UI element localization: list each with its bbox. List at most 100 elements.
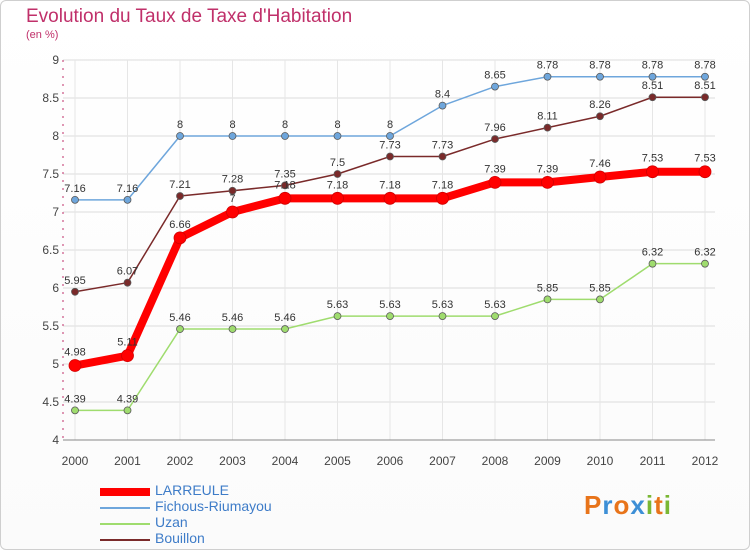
data-point-bouillon <box>543 123 552 132</box>
data-point-larreule <box>278 191 292 205</box>
data-point-bouillon <box>491 135 499 143</box>
data-point-bouillon <box>648 93 657 102</box>
chart-unit: (en %) <box>26 29 59 41</box>
y-tick-label: 6.5 <box>42 243 59 257</box>
x-tick-label: 2010 <box>587 454 614 468</box>
data-point-fichous-riumayou <box>386 132 394 140</box>
y-tick-label: 5 <box>52 357 59 371</box>
data-point-bouillon <box>386 152 394 161</box>
data-label-uzan: 6.32 <box>694 247 715 259</box>
data-label-larreule: 7.18 <box>432 179 453 191</box>
data-label-uzan: 4.39 <box>64 393 85 405</box>
data-point-fichous-riumayou <box>281 132 289 140</box>
data-point-larreule <box>68 359 82 372</box>
data-label-larreule: 7.39 <box>537 163 558 175</box>
data-label-bouillon: 7.21 <box>169 179 190 191</box>
x-tick-label: 2012 <box>692 454 719 468</box>
data-label-fichous-riumayou: 8 <box>282 119 288 131</box>
logo-letter: x <box>630 490 646 520</box>
data-point-bouillon <box>176 192 184 200</box>
y-tick-label: 4.5 <box>42 395 59 409</box>
data-label-larreule: 7.46 <box>589 158 610 170</box>
data-point-fichous-riumayou <box>491 82 499 91</box>
data-label-bouillon: 7.96 <box>484 122 505 134</box>
data-point-fichous-riumayou <box>543 72 552 81</box>
logo-letter: r <box>602 490 614 520</box>
data-label-fichous-riumayou: 8.78 <box>694 60 715 72</box>
data-label-larreule: 7.18 <box>274 179 295 191</box>
y-tick-label: 5.5 <box>42 319 59 333</box>
data-point-larreule <box>383 191 397 205</box>
x-tick-label: 2008 <box>482 454 509 468</box>
data-point-uzan <box>228 325 237 333</box>
logo-letter: i <box>663 490 672 520</box>
data-point-uzan <box>701 259 709 268</box>
data-point-fichous-riumayou <box>333 132 342 140</box>
logo-letter: o <box>613 490 631 520</box>
data-label-bouillon: 8.51 <box>642 80 663 92</box>
data-point-uzan <box>543 295 552 304</box>
data-label-larreule: 7.18 <box>327 179 348 191</box>
data-label-fichous-riumayou: 8 <box>334 119 340 131</box>
data-point-fichous-riumayou <box>648 72 657 81</box>
data-point-fichous-riumayou <box>438 101 447 110</box>
data-point-uzan <box>281 325 289 333</box>
legend-swatch-uzan <box>100 523 150 525</box>
legend-swatch-bouillon <box>100 539 150 541</box>
legend-label-bouillon: Bouillon <box>155 530 205 546</box>
data-point-larreule <box>646 165 659 179</box>
x-tick-label: 2006 <box>377 454 404 468</box>
data-point-larreule <box>331 191 344 205</box>
data-point-uzan <box>596 295 604 304</box>
x-tick-label: 2011 <box>640 454 666 468</box>
data-point-larreule <box>698 165 712 179</box>
legend-swatch-fichous-riumayou <box>100 507 150 509</box>
x-tick-label: 2002 <box>167 454 194 468</box>
data-label-bouillon: 7.73 <box>432 140 453 152</box>
data-label-uzan: 5.63 <box>432 299 453 311</box>
y-tick-label: 9 <box>52 53 59 67</box>
y-tick-label: 8.5 <box>42 91 59 105</box>
data-point-bouillon <box>596 112 604 121</box>
data-point-uzan <box>438 312 447 321</box>
data-label-uzan: 6.32 <box>642 247 663 259</box>
data-point-larreule <box>593 170 607 184</box>
y-tick-label: 7 <box>52 205 59 219</box>
data-label-larreule: 5.11 <box>117 337 138 349</box>
data-label-bouillon: 8.11 <box>537 111 558 123</box>
data-point-bouillon <box>228 186 237 195</box>
proxiti-logo: Proxiti <box>584 490 672 521</box>
data-label-uzan: 5.46 <box>169 312 190 324</box>
data-point-uzan <box>71 406 79 415</box>
legend-label-uzan: Uzan <box>155 514 188 530</box>
data-label-uzan: 5.63 <box>327 299 348 311</box>
data-label-fichous-riumayou: 8.4 <box>435 89 450 101</box>
data-label-uzan: 5.85 <box>537 282 558 294</box>
data-point-uzan <box>386 312 394 321</box>
data-point-fichous-riumayou <box>123 195 132 204</box>
data-label-larreule: 7.18 <box>379 179 400 191</box>
data-label-uzan: 5.46 <box>274 312 295 324</box>
data-point-uzan <box>648 259 657 268</box>
data-label-fichous-riumayou: 8.78 <box>642 60 663 72</box>
x-tick-label: 2009 <box>534 454 561 468</box>
legend-label-fichous-riumayou: Fichous-Riumayou <box>155 498 272 514</box>
legend-label-larreule: LARREULE <box>155 482 229 498</box>
data-label-bouillon: 7.5 <box>330 157 345 169</box>
x-tick-label: 2005 <box>324 454 351 468</box>
data-label-uzan: 5.46 <box>222 312 243 324</box>
x-tick-label: 2004 <box>272 454 299 468</box>
data-point-fichous-riumayou <box>596 72 604 81</box>
data-label-bouillon: 8.51 <box>694 80 715 92</box>
data-point-uzan <box>176 325 184 333</box>
data-label-larreule: 7.53 <box>694 153 715 165</box>
data-label-larreule: 7.53 <box>642 153 663 165</box>
legend-swatch-larreule <box>100 488 150 496</box>
data-label-bouillon: 7.28 <box>222 174 243 186</box>
logo-letter: i <box>645 490 655 520</box>
x-tick-label: 2007 <box>429 454 456 468</box>
data-label-larreule: 6.66 <box>169 219 190 231</box>
data-point-larreule <box>121 349 134 363</box>
data-label-uzan: 5.63 <box>484 299 505 311</box>
data-point-larreule <box>226 205 239 219</box>
